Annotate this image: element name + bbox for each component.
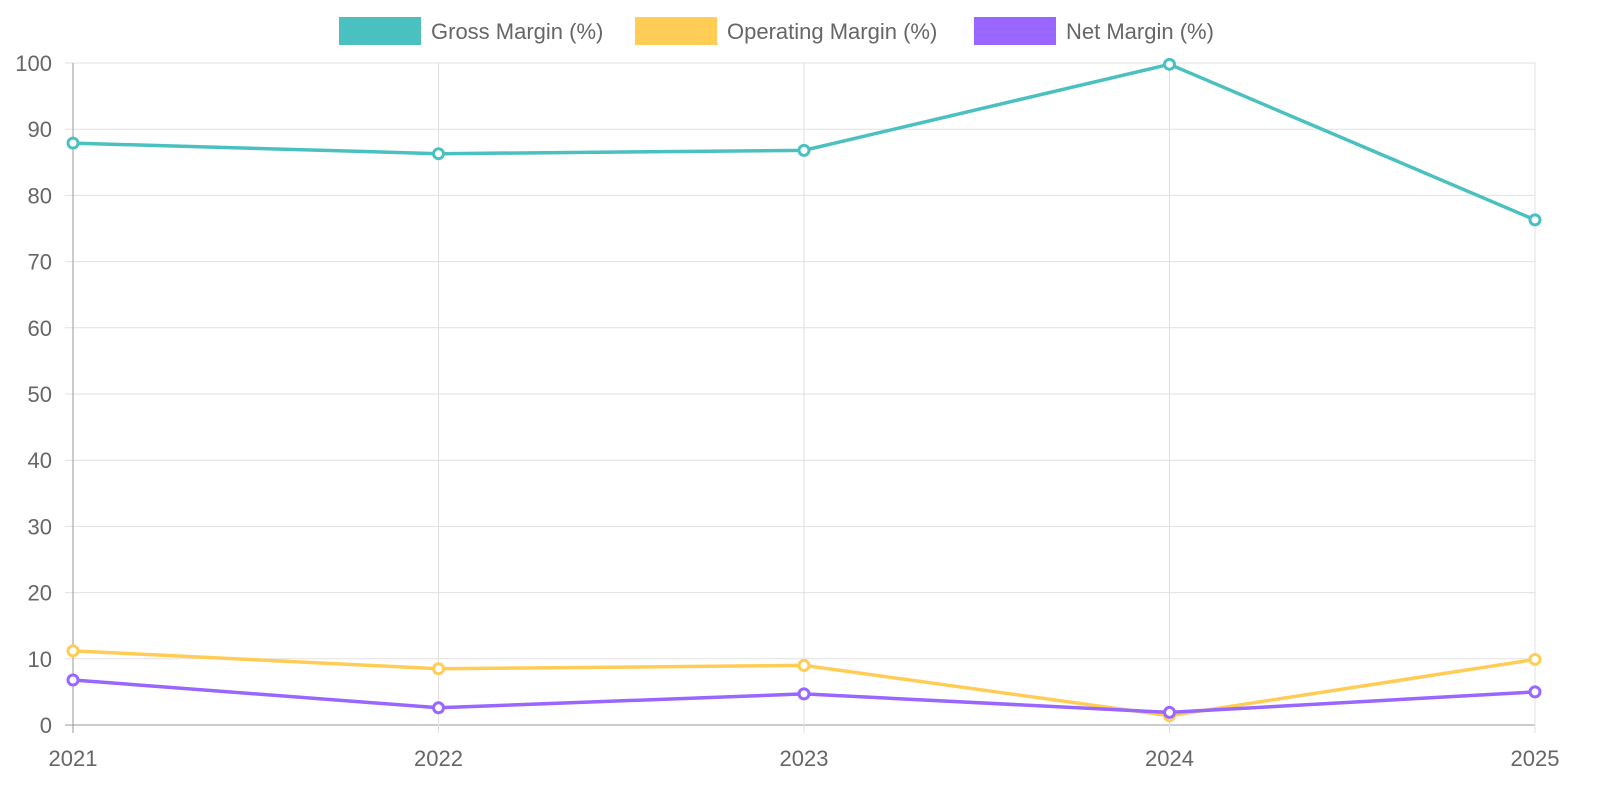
data-point (797, 658, 811, 672)
legend-label: Operating Margin (%) (727, 19, 937, 44)
legend-label: Gross Margin (%) (431, 19, 603, 44)
y-tick-label: 90 (28, 117, 52, 142)
y-tick-label: 80 (28, 183, 52, 208)
x-tick-label: 2023 (780, 746, 829, 771)
y-tick-label: 20 (28, 581, 52, 606)
y-tick-label: 50 (28, 382, 52, 407)
data-point (432, 662, 445, 676)
y-tick-label: 30 (28, 514, 52, 539)
data-point (797, 143, 811, 157)
data-point (1528, 652, 1542, 666)
y-tick-label: 10 (28, 647, 52, 672)
x-tick-label: 2022 (414, 746, 463, 771)
legend-swatch (635, 17, 717, 45)
y-tick-label: 0 (40, 713, 52, 738)
y-tick-label: 100 (15, 51, 52, 76)
data-point (1528, 685, 1542, 699)
data-point (66, 136, 80, 150)
legend-label: Net Margin (%) (1066, 19, 1214, 44)
data-point (797, 687, 811, 701)
x-tick-label: 2025 (1511, 746, 1560, 771)
data-point (432, 701, 445, 715)
data-point (66, 673, 80, 687)
data-point (66, 644, 80, 658)
legend-swatch (974, 17, 1056, 45)
legend-swatch (339, 17, 421, 45)
y-tick-label: 70 (28, 250, 52, 275)
y-tick-label: 40 (28, 448, 52, 473)
data-point (1163, 705, 1176, 719)
x-tick-label: 2021 (49, 746, 98, 771)
data-point (1528, 213, 1542, 227)
data-point (1163, 57, 1176, 71)
y-tick-label: 60 (28, 316, 52, 341)
x-tick-label: 2024 (1145, 746, 1194, 771)
data-point (432, 147, 445, 161)
